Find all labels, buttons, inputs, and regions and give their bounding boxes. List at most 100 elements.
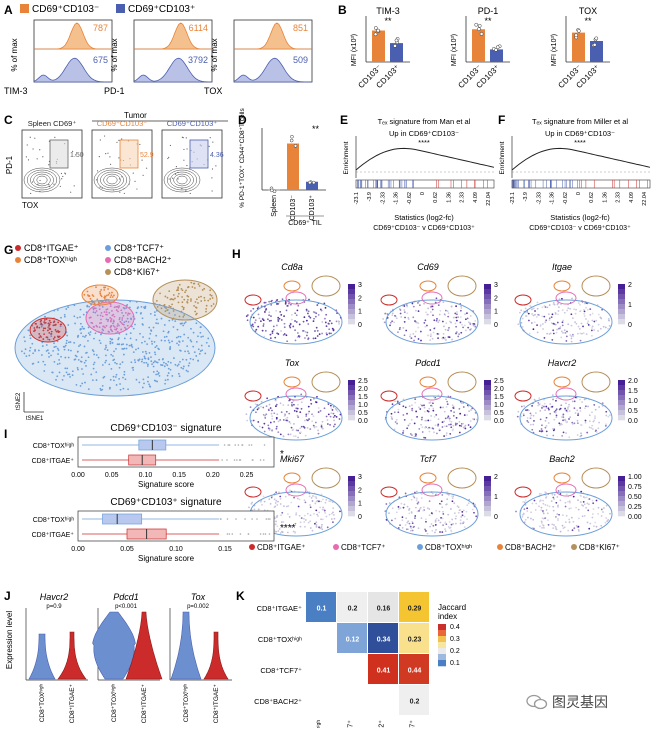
flow-event [118,139,120,141]
flow-event [32,148,34,150]
feature-cell [459,412,462,415]
tsne-cell-tox [118,343,121,345]
feature-cell [594,415,596,417]
feature-cell [324,321,327,324]
feature-cell [431,305,434,308]
tsne-cell-tox [83,361,86,364]
feature-cell [396,400,399,403]
tsne-cell-tox [181,340,184,342]
feature-cell [396,422,398,425]
feature-cell [444,336,446,339]
feature-cell [538,314,540,316]
scale-tick: 2 [358,487,362,494]
feature-cell [429,525,432,528]
bar-dot [494,48,498,52]
feature-cell [447,526,450,528]
tsne-cell-tox [152,365,155,368]
feature-cell [532,314,535,317]
tsne-cell-itgae [47,322,50,325]
feature-cell [412,305,415,308]
feature-cell [299,431,302,434]
feature-cell [403,418,406,421]
feature-cell [548,505,551,508]
tsne-cell-tox [58,362,61,365]
feature-cell [459,522,462,525]
tsne-cell-tox [155,322,158,324]
tsne-cell-tox [63,315,66,318]
tsne-cell-tcf7 [112,319,115,322]
feature-cell [317,407,320,409]
feature-cell [402,432,404,434]
tsne-cell-tox [129,332,132,335]
wechat-icon [526,694,548,710]
feature-ellipse-itgae [380,294,398,306]
feature-cell [444,425,446,428]
tsne-cell-tox [128,344,131,347]
feature-cell [462,509,465,512]
scale-tick: 0.00 [628,514,642,521]
feature-cell [580,434,583,437]
feature-cell [576,419,579,422]
tsne-cell-bach2 [111,296,114,298]
feature-cell [602,511,604,513]
feature-cell [279,497,282,500]
feature-cell [314,522,316,525]
tsne-cell-tox [177,363,180,366]
feature-ellipse-tox [519,491,613,537]
feature-cell [546,306,549,309]
feature-cell [399,309,402,311]
feature-cell [283,315,285,318]
feature-cell [304,501,307,504]
feature-cell [515,510,517,513]
tsne-cell-tox [109,337,112,340]
feature-cell [314,502,317,505]
feature-cell [429,306,432,309]
scale-tick: 0.75 [628,484,642,491]
tsne-cell-tcf7 [109,305,112,307]
legend-dot [15,257,21,263]
flow-event [167,157,169,160]
scale-tick: 2 [494,474,498,481]
feature-cell [451,404,454,407]
tsne-cell-bach2 [92,301,95,304]
tsne-cell-ki67 [169,298,172,301]
feature-cell [416,415,418,418]
feature-cell [456,422,459,425]
feature-cell [271,299,273,302]
feature-cell [299,411,302,413]
feature-cell [286,419,289,422]
tsne-cell-bach2 [106,294,108,297]
bar [372,30,385,62]
feature-cell [310,496,313,499]
feature-cell [600,515,603,517]
feature-cell [552,302,555,304]
feature-cell [573,422,576,425]
tsne-cell-tox [124,378,127,381]
feature-cell [403,320,406,323]
feature-cell [320,425,323,428]
tsne-cell-itgae [43,319,46,321]
flow-event [177,171,179,174]
feature-cell [390,417,393,419]
feature-cell [306,512,309,515]
feature-cell [545,319,548,322]
feature-cell [577,302,580,304]
tsne-cell-tox [130,361,133,364]
feature-cell [565,340,568,342]
tsne-cell-tox [66,367,69,370]
tsne-cell-tox [183,322,186,325]
feature-cell [544,491,547,494]
feature-cell [581,401,583,403]
feature-cell [458,420,461,423]
tsne-cell-tcf7 [120,322,123,324]
feature-cell [321,518,324,521]
feature-cell [541,526,543,529]
feature-cell [593,419,595,422]
tsne-cell-tox [172,326,175,328]
scale-tick: 0.5 [628,408,638,415]
feature-cell [548,317,551,320]
tsne-cell-tox [105,346,108,349]
tsne-cell-tcf7 [106,313,108,316]
feature-ellipse-itgae [244,390,262,402]
feature-cell [339,510,341,513]
